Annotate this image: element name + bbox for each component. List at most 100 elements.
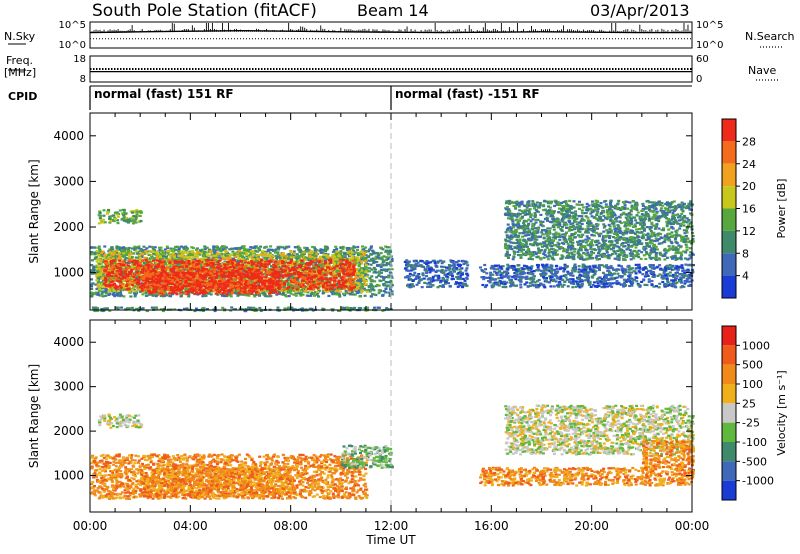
- range-cell: [234, 292, 238, 295]
- range-cell: [379, 263, 383, 266]
- range-cell: [344, 290, 348, 293]
- range-cell: [95, 273, 99, 276]
- range-cell: [241, 246, 245, 249]
- range-cell: [333, 255, 336, 258]
- range-cell: [371, 293, 375, 296]
- range-cell: [337, 292, 341, 295]
- range-cell: [369, 283, 373, 286]
- range-cell: [389, 288, 393, 291]
- range-cell: [104, 288, 108, 291]
- range-cell: [101, 221, 104, 224]
- range-cell: [223, 245, 227, 248]
- range-cell: [98, 294, 102, 297]
- range-cell: [352, 308, 356, 311]
- range-cell: [258, 248, 262, 251]
- range-cell: [97, 245, 101, 248]
- range-cell: [334, 259, 338, 262]
- range-cell: [90, 251, 94, 254]
- range-cell: [350, 293, 354, 296]
- range-cell: [180, 294, 183, 297]
- range-cell: [295, 257, 299, 260]
- range-cell: [380, 258, 384, 261]
- range-cell: [341, 292, 345, 295]
- range-cell: [134, 256, 138, 259]
- range-cell: [332, 287, 336, 290]
- range-cell: [310, 251, 314, 255]
- range-cell: [201, 295, 205, 298]
- range-cell: [90, 291, 94, 294]
- beam-label: Beam 14: [357, 1, 429, 20]
- range-cell: [359, 280, 363, 283]
- range-cell: [158, 257, 162, 260]
- range-cell: [291, 275, 295, 278]
- range-cell: [98, 263, 102, 266]
- range-cell: [367, 250, 370, 253]
- range-cell: [335, 291, 339, 294]
- range-cell: [174, 252, 178, 255]
- range-cell: [97, 273, 101, 276]
- range-cell: [348, 250, 352, 253]
- range-cell: [352, 249, 356, 253]
- range-cell: [124, 247, 128, 250]
- range-cell: [378, 279, 382, 282]
- range-cell: [252, 294, 256, 297]
- range-cell: [259, 245, 263, 248]
- range-cell: [321, 272, 325, 275]
- range-cell: [117, 212, 121, 216]
- range-cell: [209, 251, 213, 254]
- range-cell: [122, 211, 126, 214]
- range-cell: [224, 250, 228, 253]
- range-cell: [361, 279, 364, 282]
- range-cell: [113, 295, 117, 298]
- range-cell: [118, 291, 122, 294]
- range-cell: [105, 255, 109, 258]
- range-cell: [183, 256, 187, 259]
- range-cell: [207, 254, 211, 258]
- range-cell: [371, 286, 375, 290]
- range-cell: [386, 258, 390, 261]
- range-cell: [133, 245, 137, 248]
- range-cell: [215, 245, 219, 248]
- range-cell: [173, 308, 177, 311]
- range-cell: [134, 215, 138, 218]
- range-cell: [99, 271, 103, 274]
- range-cell: [321, 289, 325, 292]
- range-cell: [112, 250, 116, 253]
- range-cell: [324, 252, 327, 256]
- range-cell: [343, 307, 346, 310]
- range-cell: [100, 277, 104, 280]
- range-cell: [90, 253, 94, 256]
- range-cell: [318, 285, 322, 288]
- range-cell: [363, 251, 367, 254]
- range-cell: [115, 211, 119, 214]
- range-cell: [116, 289, 120, 293]
- range-cell: [304, 256, 308, 259]
- range-cell: [236, 255, 240, 258]
- range-cell: [364, 258, 367, 261]
- range-cell: [250, 255, 254, 258]
- range-cell: [255, 259, 259, 262]
- range-cell: [269, 245, 273, 248]
- range-cell: [336, 276, 340, 279]
- range-cell: [223, 295, 227, 298]
- range-cell: [220, 263, 224, 266]
- range-cell: [97, 214, 101, 217]
- range-cell: [253, 247, 257, 250]
- range-cell: [105, 281, 109, 284]
- range-cell: [166, 251, 170, 254]
- range-cell: [388, 246, 392, 249]
- range-cell: [245, 251, 249, 254]
- range-cell: [131, 216, 135, 219]
- range-cell: [133, 292, 136, 295]
- range-cell: [203, 262, 207, 266]
- range-cell: [346, 283, 350, 286]
- range-cell: [151, 250, 155, 254]
- range-cell: [118, 248, 122, 251]
- range-cell: [287, 306, 291, 309]
- range-cell: [286, 291, 290, 294]
- range-cell: [372, 266, 376, 269]
- range-cell: [290, 308, 293, 311]
- range-cell: [303, 290, 307, 293]
- range-cell: [337, 254, 341, 257]
- range-cell: [376, 252, 380, 255]
